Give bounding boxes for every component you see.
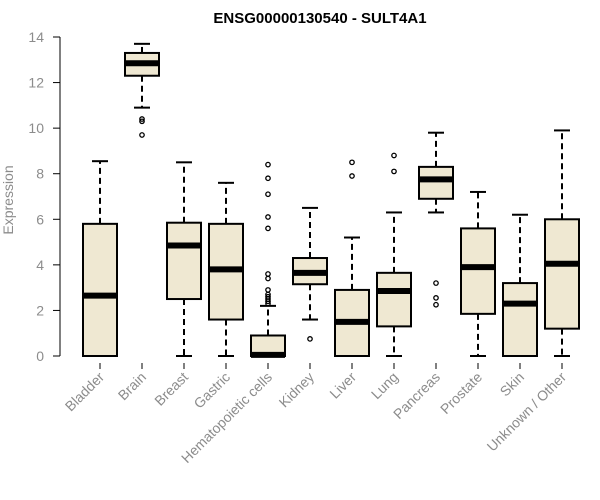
outlier-point xyxy=(433,295,439,301)
outlier-point xyxy=(349,173,355,179)
outlier-point xyxy=(265,214,271,220)
chart-title: ENSG00000130540 - SULT4A1 xyxy=(213,10,426,27)
box-group xyxy=(418,131,454,308)
box-iqr xyxy=(502,282,538,358)
y-axis-label: Expression xyxy=(0,165,16,234)
box-iqr xyxy=(82,222,118,357)
outlier-point xyxy=(349,159,355,166)
y-tick-label: 2 xyxy=(36,302,44,318)
box-group xyxy=(250,161,286,358)
box-group xyxy=(544,129,580,357)
outlier-point xyxy=(265,191,271,198)
box-iqr xyxy=(376,271,412,328)
outlier-point xyxy=(391,152,397,159)
x-tick-label: Bladder xyxy=(62,369,108,415)
box-group xyxy=(124,42,160,138)
x-tick-label: Breast xyxy=(151,369,191,409)
y-tick-label: 4 xyxy=(36,257,44,273)
box-group xyxy=(376,152,412,357)
outlier-point xyxy=(265,275,271,282)
x-tick-label: Prostate xyxy=(437,369,485,417)
outlier-point xyxy=(265,161,271,168)
box-group xyxy=(208,181,244,357)
box-iqr xyxy=(166,221,202,301)
x-tick-label: Lung xyxy=(368,369,401,402)
x-tick-label: Kidney xyxy=(276,369,318,411)
y-tick-label: 6 xyxy=(36,211,44,227)
outlier-point xyxy=(433,301,439,308)
outlier-point xyxy=(433,280,439,286)
box-iqr xyxy=(418,165,454,200)
y-tick-label: 14 xyxy=(28,29,44,45)
x-tick-label: Brain xyxy=(115,369,149,403)
y-tick-label: 8 xyxy=(36,166,44,182)
outlier-point xyxy=(265,300,271,307)
box-group xyxy=(166,161,202,357)
x-tick-label: Liver xyxy=(326,369,359,402)
outlier-point xyxy=(265,175,271,182)
box-group xyxy=(334,159,370,357)
outlier-point xyxy=(307,336,313,342)
box-iqr xyxy=(544,218,580,330)
x-tick-label: Skin xyxy=(497,369,528,400)
box-group xyxy=(292,206,328,342)
outlier-point xyxy=(139,116,145,122)
box-group xyxy=(502,213,538,358)
outlier-point xyxy=(265,287,271,293)
box-iqr xyxy=(460,227,496,315)
x-tick-label: Pancreas xyxy=(390,369,443,422)
outlier-point xyxy=(265,298,271,305)
box-group xyxy=(82,160,118,357)
outlier-point xyxy=(391,168,397,175)
outlier-point xyxy=(265,225,271,232)
outlier-point xyxy=(265,271,271,277)
y-tick-label: 10 xyxy=(28,120,44,136)
box-group xyxy=(460,190,496,357)
x-tick-label: Unknown / Other xyxy=(484,369,570,455)
outlier-point xyxy=(139,118,145,125)
outlier-point xyxy=(139,132,145,138)
y-tick-label: 0 xyxy=(36,348,44,364)
y-tick-label: 12 xyxy=(28,75,44,91)
